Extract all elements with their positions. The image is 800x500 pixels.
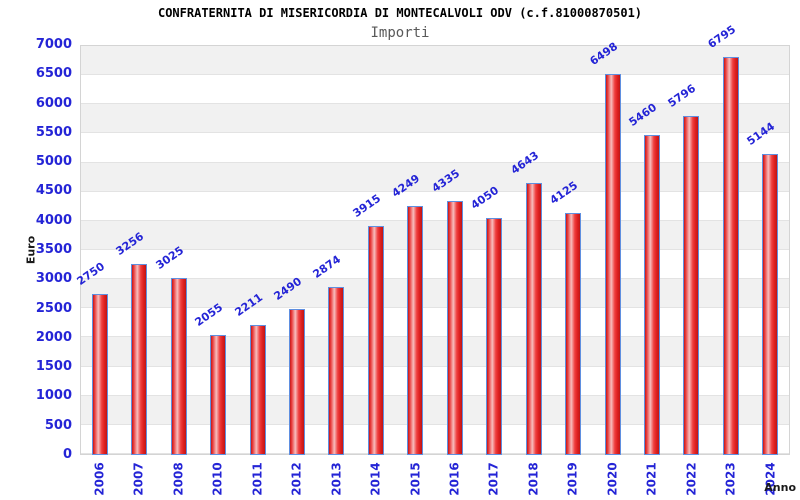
x-tick-label: 2020 (604, 459, 622, 499)
bar (170, 277, 187, 455)
bar (565, 213, 582, 455)
y-tick-label: 4000 (35, 212, 72, 228)
x-tick-label: 2013 (327, 459, 345, 499)
x-tick-text: 2023 (723, 462, 738, 496)
x-tick-label: 2016 (446, 459, 464, 499)
bar (249, 325, 266, 455)
x-tick-label: 2023 (722, 459, 740, 499)
bar (131, 264, 148, 455)
y-tick-label: 6000 (35, 95, 72, 111)
y-tick-label: 500 (44, 417, 72, 433)
bar (367, 225, 384, 455)
bar (604, 74, 621, 455)
x-tick-label: 2019 (564, 459, 582, 499)
x-tick-text: 2013 (329, 462, 344, 496)
x-tick-label: 2022 (682, 459, 700, 499)
plot-band (81, 279, 789, 309)
y-tick-label: 7000 (35, 37, 72, 52)
x-tick-text: 2007 (132, 462, 147, 496)
plot-area (80, 45, 790, 455)
chart-subtitle: Importi (370, 25, 430, 41)
plot-band (81, 220, 789, 250)
bar (762, 153, 779, 455)
plot-band (81, 366, 789, 396)
plot-band (81, 46, 789, 76)
plot-band (81, 162, 789, 192)
x-tick-text: 2020 (605, 462, 620, 496)
bar (525, 183, 542, 455)
y-tick-label: 5000 (35, 154, 72, 170)
x-tick-label: 2011 (249, 459, 267, 499)
x-tick-text: 2018 (526, 462, 541, 496)
y-tick-label: 1500 (35, 359, 72, 375)
x-tick-label: 2010 (209, 459, 227, 499)
x-tick-label: 2006 (91, 459, 109, 499)
x-tick-text: 2016 (447, 462, 462, 496)
bar (288, 309, 305, 455)
plot-band (81, 75, 789, 105)
y-axis-title: Euro (24, 235, 38, 265)
x-tick-text: 2022 (684, 462, 699, 496)
x-tick-text: 2012 (289, 462, 304, 496)
y-tick-label: 0 (62, 447, 72, 462)
y-tick-label: 6500 (35, 66, 72, 82)
x-tick-label: 2007 (130, 459, 148, 499)
x-tick-text: 2015 (408, 462, 423, 496)
y-tick-label: 3500 (35, 242, 72, 257)
bar (407, 206, 424, 455)
plot-band (81, 308, 789, 338)
x-tick-label: 2018 (525, 459, 543, 499)
y-tick-label: 2500 (35, 300, 72, 316)
x-tick-text: 2010 (211, 462, 226, 496)
bar (210, 334, 227, 455)
x-tick-label: 2014 (367, 459, 385, 499)
x-tick-text: 2014 (368, 462, 383, 496)
bar (683, 115, 700, 455)
plot-band (81, 191, 789, 221)
x-tick-text: 2006 (92, 462, 107, 496)
x-tick-text: 2021 (644, 462, 659, 496)
x-tick-text: 2017 (487, 462, 502, 496)
plot-band (81, 104, 789, 134)
y-tick-label: 5500 (35, 124, 72, 140)
x-tick-label: 2021 (643, 459, 661, 499)
bar (643, 135, 660, 455)
bar (486, 217, 503, 455)
x-tick-label: 2008 (170, 459, 188, 499)
bar (446, 201, 463, 455)
bar (91, 293, 108, 455)
x-tick-label: 2017 (485, 459, 503, 499)
plot-band (81, 133, 789, 163)
y-tick-label: 4500 (35, 183, 72, 199)
plot-band (81, 395, 789, 425)
x-tick-text: 2008 (171, 462, 186, 496)
plot-band (81, 424, 789, 454)
x-tick-label: 2012 (288, 459, 306, 499)
bar (328, 286, 345, 455)
y-tick-label: 1000 (35, 388, 72, 404)
bar (722, 57, 739, 455)
y-tick-label: 2000 (35, 329, 72, 345)
y-tick-label: 3000 (35, 271, 72, 287)
x-axis-title: Anno (764, 481, 796, 494)
chart-title: CONFRATERNITA DI MISERICORDIA DI MONTECA… (157, 6, 643, 20)
x-tick-text: 2011 (250, 462, 265, 496)
x-tick-text: 2019 (566, 462, 581, 496)
x-tick-label: 2015 (406, 459, 424, 499)
plot-band (81, 337, 789, 367)
plot-band (81, 250, 789, 280)
